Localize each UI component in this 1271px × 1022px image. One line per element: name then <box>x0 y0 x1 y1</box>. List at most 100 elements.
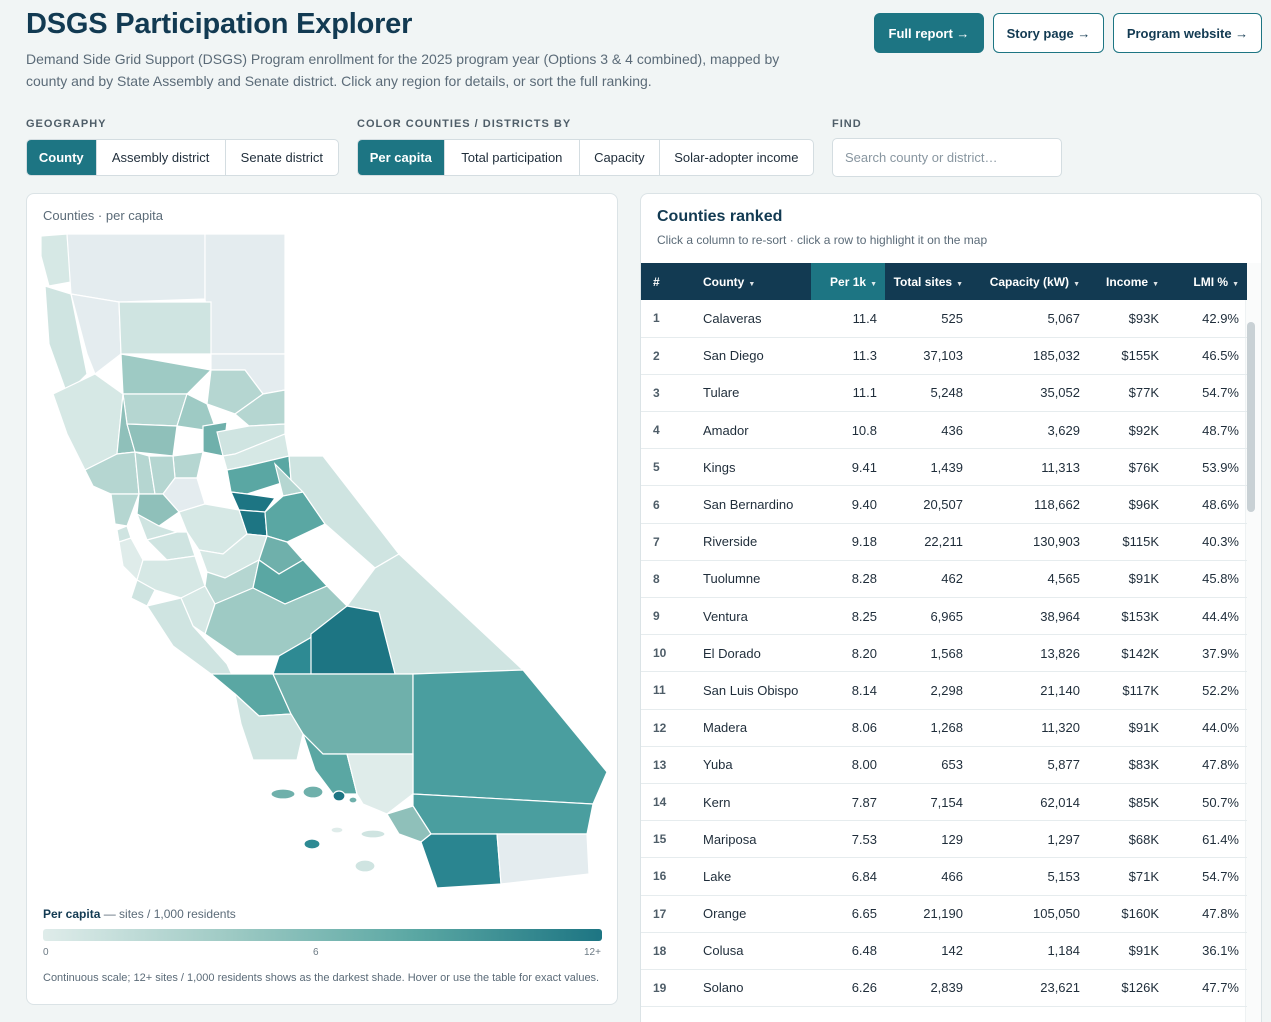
program-website-link[interactable]: Program website → <box>1113 13 1262 53</box>
column-header-county[interactable]: County ▼ <box>695 263 811 300</box>
county-santa-barbara[interactable] <box>234 692 304 761</box>
california-county-map[interactable] <box>27 194 618 894</box>
color-per-capita-button[interactable]: Per capita <box>358 140 445 175</box>
cell-capacity: 130,903 <box>971 523 1088 561</box>
cell-total-sites: 2,298 <box>885 671 971 710</box>
cell-total-sites: 37,103 <box>885 337 971 375</box>
table-row[interactable]: 15 Mariposa 7.53 129 1,297 $68K 61.4% <box>641 820 1247 859</box>
cell-income: $155K <box>1088 337 1167 375</box>
story-page-link[interactable]: Story page → <box>993 13 1104 53</box>
column-header-total-sites[interactable]: Total sites ▼ <box>885 263 971 300</box>
county-alameda[interactable] <box>145 531 196 561</box>
search-input[interactable] <box>832 138 1062 177</box>
cell-total-sites: 436 <box>885 411 971 450</box>
county-siskiyou[interactable] <box>66 233 206 303</box>
cell-lmi: 53.9% <box>1167 448 1247 487</box>
county-solano[interactable] <box>136 493 180 527</box>
county-san-diego[interactable] <box>420 833 502 889</box>
channel-island-8[interactable] <box>354 859 376 873</box>
cell-total-sites: 525 <box>885 300 971 338</box>
cell-lmi: 37.9% <box>1167 634 1247 673</box>
cell-total-sites: 20,507 <box>885 485 971 524</box>
cell-lmi: 48.7% <box>1167 411 1247 450</box>
cell-county: El Dorado <box>695 634 811 673</box>
channel-island-4[interactable] <box>348 796 358 804</box>
cell-lmi: 47.8% <box>1167 746 1247 784</box>
cell-per-1k: 10.8 <box>811 411 885 450</box>
table-row[interactable]: 9 Ventura 8.25 6,965 38,964 $153K 44.4% <box>641 597 1247 636</box>
channel-island-3[interactable] <box>332 790 346 802</box>
table-row[interactable]: 10 El Dorado 8.20 1,568 13,826 $142K 37.9% <box>641 634 1247 673</box>
cell-capacity: 5,877 <box>971 746 1088 784</box>
geo-assembly-button[interactable]: Assembly district <box>97 140 226 175</box>
channel-island-5[interactable] <box>330 826 344 834</box>
full-report-link[interactable]: Full report → <box>874 13 984 53</box>
column-header-income[interactable]: Income ▼ <box>1088 263 1167 300</box>
cell-rank: 19 <box>641 969 695 1008</box>
table-row[interactable]: 8 Tuolumne 8.28 462 4,565 $91K 45.8% <box>641 560 1247 599</box>
county-trinity[interactable] <box>70 293 122 375</box>
cell-rank: 6 <box>641 485 695 524</box>
cell-per-1k: 9.40 <box>811 485 885 524</box>
cell-rank: 16 <box>641 857 695 896</box>
table-row[interactable]: 18 Colusa 6.48 142 1,184 $91K 36.1% <box>641 932 1247 970</box>
county-amador[interactable] <box>230 491 277 513</box>
cell-income: $115K <box>1088 523 1167 561</box>
county-del-norte[interactable] <box>40 233 72 287</box>
table-row[interactable]: 19 Solano 6.26 2,839 23,621 $126K 47.7% <box>641 969 1247 1008</box>
county-tehama[interactable] <box>120 353 213 395</box>
county-glenn[interactable] <box>122 393 188 427</box>
table-row[interactable]: 16 Lake 6.84 466 5,153 $71K 54.7% <box>641 857 1247 896</box>
channel-island-6[interactable] <box>303 838 321 850</box>
geo-senate-button[interactable]: Senate district <box>240 150 324 165</box>
color-income-button[interactable]: Solar-adopter income <box>674 150 799 165</box>
table-scrollbar[interactable] <box>1247 322 1255 512</box>
table-row[interactable]: 2 San Diego 11.3 37,103 185,032 $155K 46.5% <box>641 337 1247 375</box>
geography-selector: County Assembly district Senate district <box>26 139 339 176</box>
column-header-lmi[interactable]: LMI % ▼ <box>1167 263 1247 300</box>
cell-income: $96K <box>1088 485 1167 524</box>
column-header-capacity[interactable]: Capacity (kW) ▼ <box>971 263 1088 300</box>
county-marin[interactable] <box>110 493 140 527</box>
ranking-panel: Counties ranked Click a column to re-sor… <box>640 193 1262 1022</box>
table-row[interactable]: 1 Calaveras 11.4 525 5,067 $93K 42.9% <box>641 300 1247 338</box>
county-imperial[interactable] <box>496 833 590 885</box>
channel-island-2[interactable] <box>302 785 324 799</box>
county-shasta[interactable] <box>118 301 212 355</box>
table-row[interactable]: 7 Riverside 9.18 22,211 130,903 $115K 40.3% <box>641 523 1247 561</box>
county-sierra[interactable] <box>234 389 286 427</box>
county-modoc[interactable] <box>204 233 286 355</box>
table-row[interactable]: 12 Madera 8.06 1,268 11,320 $91K 44.0% <box>641 709 1247 747</box>
cell-capacity: 13,826 <box>971 634 1088 673</box>
county-mono[interactable] <box>288 455 400 569</box>
county-los-angeles[interactable] <box>346 753 414 815</box>
color-capacity-button[interactable]: Capacity <box>580 140 660 175</box>
table-row[interactable]: 11 San Luis Obispo 8.14 2,298 21,140 $117K 52.… <box>641 671 1247 710</box>
table-row[interactable]: 5 Kings 9.41 1,439 11,313 $76K 53.9% <box>641 448 1247 487</box>
channel-island-1[interactable] <box>270 788 296 800</box>
table-row[interactable]: 14 Kern 7.87 7,154 62,014 $85K 50.7% <box>641 783 1247 822</box>
geo-county-button[interactable]: County <box>27 140 97 175</box>
legend-title: Per capita — sites / 1,000 residents <box>43 907 236 921</box>
table-row[interactable]: 13 Yuba 8.00 653 5,877 $83K 47.8% <box>641 746 1247 784</box>
cell-county: Yuba <box>695 746 811 784</box>
column-header-rank[interactable]: # <box>641 263 695 300</box>
column-header-per-1k[interactable]: Per 1k ▼ <box>811 263 885 300</box>
channel-island-7[interactable] <box>360 829 386 839</box>
county-sutter[interactable] <box>172 451 204 479</box>
cell-income: $76K <box>1088 448 1167 487</box>
table-row[interactable]: 17 Orange 6.65 21,190 105,050 $160K 47.8% <box>641 895 1247 933</box>
cell-rank: 17 <box>641 895 695 933</box>
color-total-participation-button[interactable]: Total participation <box>445 140 581 175</box>
cell-income: $117K <box>1088 671 1167 710</box>
sort-arrow-icon: ▼ <box>1152 280 1159 288</box>
cell-capacity: 4,565 <box>971 560 1088 599</box>
table-row[interactable]: 6 San Bernardino 9.40 20,507 118,662 $96K 48.6… <box>641 485 1247 524</box>
table-row[interactable]: 3 Tulare 11.1 5,248 35,052 $77K 54.7% <box>641 374 1247 413</box>
table-row[interactable]: 4 Amador 10.8 436 3,629 $92K 48.7% <box>641 411 1247 450</box>
cell-income: $91K <box>1088 560 1167 599</box>
county-colusa[interactable] <box>126 423 178 457</box>
county-san-bernardino[interactable] <box>412 669 608 805</box>
table-title: Counties ranked <box>657 208 783 225</box>
county-tulare[interactable] <box>310 605 396 675</box>
